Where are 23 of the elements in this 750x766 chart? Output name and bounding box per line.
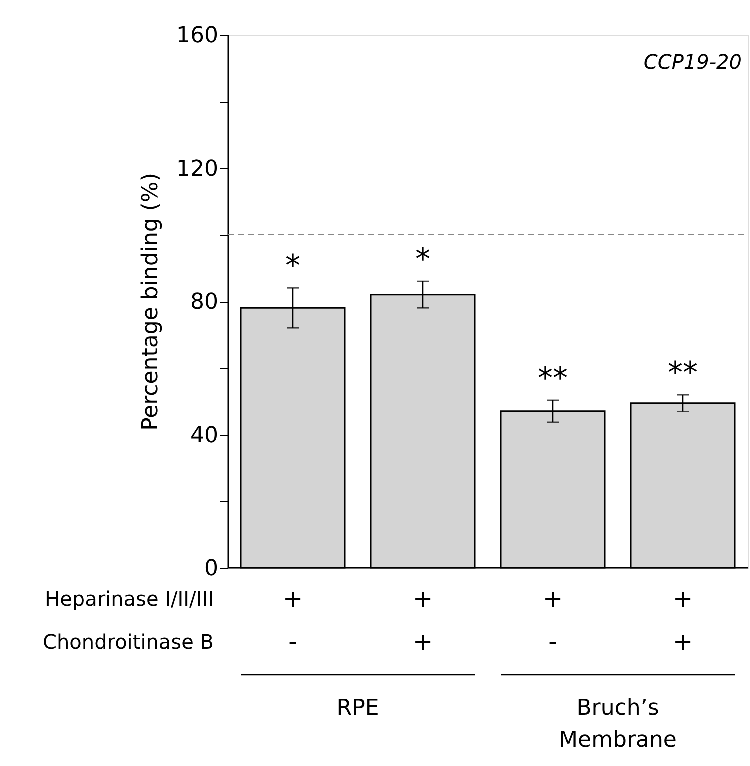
y-tick-label: 0 [204, 556, 218, 582]
annotation: ** [668, 356, 698, 392]
text: + [672, 628, 694, 656]
y-tick-label: 160 [176, 24, 218, 48]
text: Bruch’s Membrane [559, 696, 677, 753]
text: Heparinase I/II/III [45, 587, 214, 611]
text: + [282, 585, 304, 613]
annotation: * [416, 242, 430, 278]
text: - [548, 628, 558, 656]
text: - [288, 628, 298, 656]
y-tick-label: 80 [190, 290, 218, 315]
text: Chondroitinase B [43, 630, 214, 654]
y-tick-label: 40 [190, 423, 218, 448]
text: RPE [336, 696, 380, 721]
annotation: * [286, 249, 300, 284]
text: + [412, 628, 434, 656]
text: + [412, 585, 434, 613]
annotation: CCP19-20 [644, 50, 742, 74]
y-axis-title: Percentage binding (%) [138, 173, 164, 431]
y-tick-label: 120 [176, 156, 218, 182]
annotation: ** [538, 361, 568, 396]
text: + [542, 585, 564, 613]
text: + [672, 585, 694, 613]
